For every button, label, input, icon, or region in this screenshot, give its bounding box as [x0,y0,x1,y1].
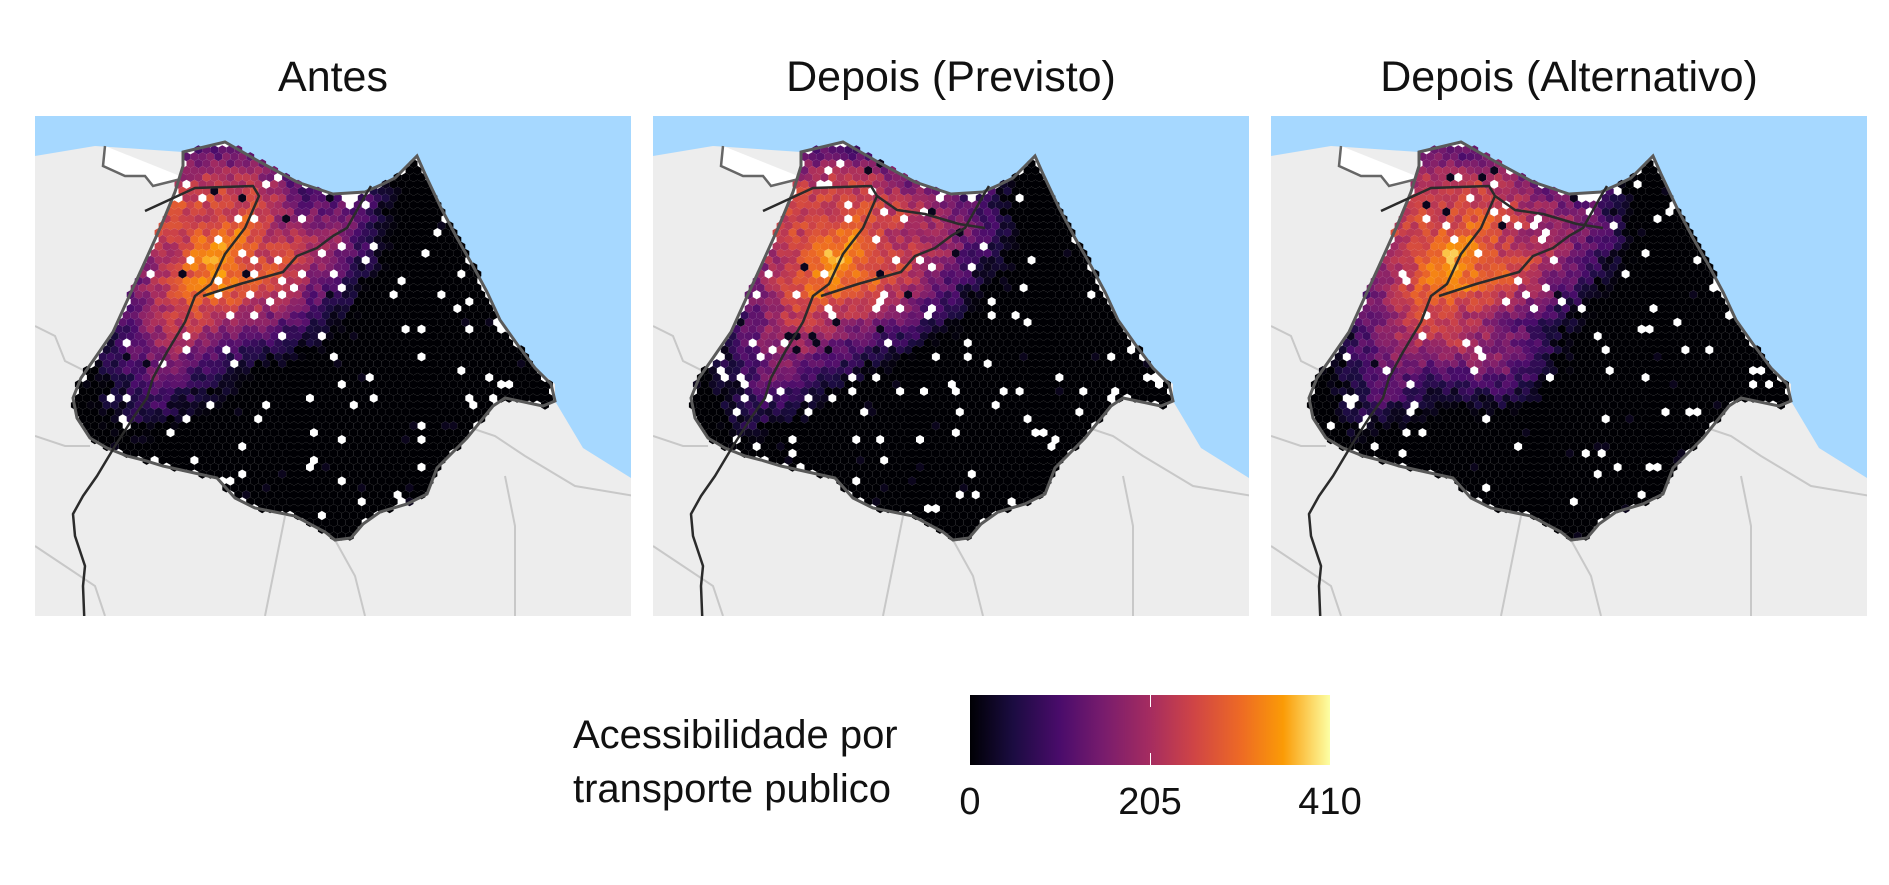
panel-title-antes: Antes [278,53,388,101]
west-coast-boundary [719,145,804,188]
sea-area [35,116,631,478]
transit-line-2 [1438,185,1609,298]
map-panel-depois-alternativo [1271,116,1867,616]
map-panel-depois-previsto [653,116,1249,616]
sea-area [1271,116,1867,478]
legend-tick-205: 205 [1118,781,1182,823]
west-coast-boundary [101,145,186,188]
transit-line-1 [689,184,879,616]
accessibility-hexagons [70,145,553,541]
transit-line-3 [876,194,986,230]
city-boundary [689,140,1175,542]
legend-title-line-2: transporte publico [573,767,891,811]
panel-title-depois-alternativo: Depois (Alternativo) [1380,53,1758,101]
panel-title-depois-previsto: Depois (Previsto) [786,53,1116,101]
accessibility-hexagons [688,145,1171,541]
transit-line-1 [71,184,261,616]
city-boundary [71,140,557,542]
transit-line-2 [820,185,991,298]
legend-tick-mark-205-bottom [1150,753,1151,765]
transit-line-2 [202,185,373,298]
legend-tick-mark-205 [1150,695,1151,707]
transit-line-1 [1307,184,1497,616]
legend-title-line-1: Acessibilidade por [573,713,898,757]
legend-tick-410: 410 [1298,781,1362,823]
transit-line-3 [1494,194,1604,230]
sea-area [653,116,1249,478]
legend-tick-0: 0 [959,781,981,823]
city-boundary [1307,140,1793,542]
map-panel-antes [35,116,631,616]
legend-color-bar [970,695,1330,765]
west-coast-boundary [1337,145,1422,188]
